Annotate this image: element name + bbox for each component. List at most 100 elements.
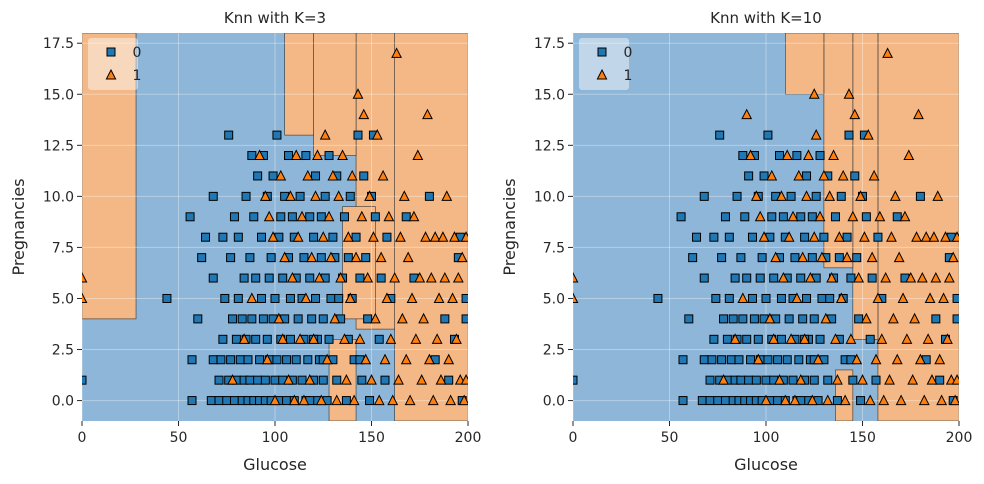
point-class-1 (279, 251, 291, 263)
x-tick-label: 150 (358, 430, 385, 446)
point-class-0 (807, 212, 817, 222)
point-class-0 (332, 375, 342, 385)
point-class-1 (254, 149, 265, 161)
point-class-0 (720, 396, 730, 406)
point-class-1 (435, 374, 447, 385)
point-class-0 (245, 375, 255, 385)
point-class-1 (922, 333, 934, 344)
x-axis-label: Glucose (734, 455, 798, 474)
point-class-0 (293, 314, 303, 324)
point-class-0 (892, 212, 902, 222)
point-class-0 (871, 375, 881, 385)
point-class-1 (275, 169, 287, 181)
point-class-1 (267, 231, 279, 242)
point-class-0 (747, 232, 757, 242)
point-class-0 (318, 375, 328, 385)
point-class-1 (331, 394, 343, 406)
point-class-0 (262, 334, 272, 344)
point-class-1 (358, 108, 370, 120)
point-class-0 (761, 375, 771, 385)
point-class-0 (361, 253, 371, 263)
point-class-1 (918, 394, 930, 406)
point-class-0 (753, 334, 763, 344)
point-class-1 (887, 312, 899, 324)
point-class-1 (325, 251, 337, 263)
point-class-0 (339, 212, 349, 222)
point-class-0 (678, 396, 688, 406)
x-tick-label: 150 (849, 430, 876, 446)
point-class-0 (251, 334, 261, 344)
point-class-0 (817, 293, 827, 303)
point-class-0 (309, 232, 319, 242)
point-class-1 (443, 353, 455, 365)
point-class-0 (287, 212, 297, 222)
point-class-1 (439, 271, 451, 283)
point-class-0 (326, 293, 336, 303)
point-class-0 (728, 314, 738, 324)
point-class-0 (705, 375, 715, 385)
point-class-1 (812, 353, 824, 365)
point-class-0 (720, 212, 730, 222)
decision-region-class-1 (823, 33, 854, 269)
point-class-1 (837, 169, 849, 181)
point-class-0 (239, 273, 249, 283)
point-class-0 (224, 130, 234, 140)
point-class-0 (305, 273, 315, 283)
point-class-1 (364, 190, 375, 201)
point-class-1 (764, 312, 776, 324)
y-tick-label: 15.0 (534, 87, 565, 103)
point-class-0 (935, 375, 945, 385)
point-class-0 (865, 334, 875, 344)
point-class-0 (251, 273, 261, 283)
point-class-1 (857, 374, 868, 385)
point-class-1 (292, 231, 304, 242)
point-class-1 (371, 129, 383, 140)
point-class-0 (82, 375, 87, 385)
point-class-1 (830, 333, 841, 344)
point-class-0 (365, 396, 375, 406)
point-class-1 (329, 312, 341, 324)
point-class-0 (684, 314, 694, 324)
point-class-0 (245, 253, 255, 263)
point-class-0 (738, 151, 748, 161)
point-class-1 (889, 190, 901, 201)
point-class-0 (705, 396, 715, 406)
point-class-0 (782, 355, 792, 365)
point-class-0 (233, 293, 243, 303)
point-class-1 (766, 169, 778, 181)
point-class-0 (722, 334, 732, 344)
y-tick-label: 17.5 (534, 36, 565, 52)
legend-label: 1 (624, 68, 633, 84)
point-class-1 (387, 394, 399, 406)
point-class-1 (319, 129, 331, 140)
point-class-1 (901, 333, 913, 344)
point-class-1 (843, 88, 855, 99)
y-tick-label: 15.0 (43, 87, 74, 103)
point-class-1 (758, 231, 770, 242)
point-class-0 (247, 151, 257, 161)
point-class-1 (729, 333, 741, 344)
point-class-0 (850, 171, 860, 181)
point-class-1 (824, 190, 836, 201)
point-class-1 (310, 190, 321, 201)
point-class-0 (699, 273, 709, 283)
decision-region-class-1 (82, 33, 137, 320)
point-class-1 (895, 394, 907, 406)
point-class-1 (414, 271, 426, 283)
point-class-0 (214, 396, 224, 406)
point-class-1 (814, 210, 826, 222)
x-tick-label: 200 (946, 430, 973, 446)
point-class-1 (806, 394, 818, 406)
point-class-0 (359, 171, 369, 181)
point-class-1 (317, 231, 329, 242)
x-tick-label: 200 (455, 430, 482, 446)
point-class-0 (742, 334, 752, 344)
point-class-1 (928, 231, 940, 242)
point-class-1 (737, 292, 749, 303)
point-class-1 (785, 333, 797, 344)
point-class-1 (903, 149, 915, 161)
point-class-0 (778, 212, 788, 222)
point-class-0 (802, 171, 812, 181)
point-class-0 (324, 334, 334, 344)
point-class-0 (717, 355, 727, 365)
